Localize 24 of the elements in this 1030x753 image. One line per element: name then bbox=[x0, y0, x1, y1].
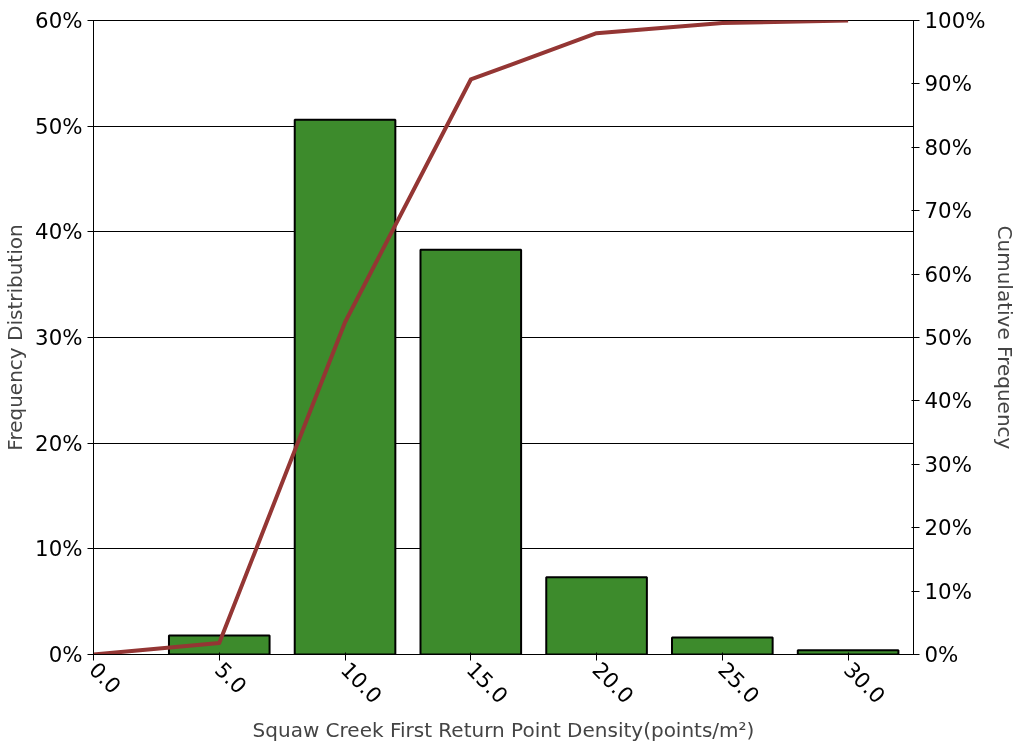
y2-tick-label: 60% bbox=[924, 261, 972, 287]
y-tick-label: 50% bbox=[35, 113, 83, 139]
x-tick-label: 5.0 bbox=[210, 657, 252, 699]
line-series bbox=[93, 20, 851, 655]
y2-tick-label: 10% bbox=[924, 578, 972, 604]
y-tick-label: 60% bbox=[35, 8, 83, 33]
y2-axis-title: Cumulative Frequency bbox=[993, 225, 1018, 450]
y-tick-label: 40% bbox=[35, 219, 83, 245]
y2-tick-label: 70% bbox=[924, 198, 972, 224]
y-tick-label: 20% bbox=[35, 430, 83, 456]
x-axis-title: Squaw Creek First Return Point Density(points/m²) bbox=[252, 718, 755, 743]
x-tick-label: 0.0 bbox=[84, 657, 126, 699]
y-tick-label: 30% bbox=[35, 325, 83, 350]
y2-tick-label: 80% bbox=[924, 134, 972, 160]
y2-tick-label: 0% bbox=[924, 642, 959, 667]
y2-tick-label: 100% bbox=[924, 8, 986, 33]
y2-tick-label: 30% bbox=[924, 451, 972, 477]
y2-tick-label: 40% bbox=[924, 388, 972, 414]
y-tick-label: 0% bbox=[48, 642, 83, 667]
y-axis-title: Frequency Distribution bbox=[3, 224, 28, 451]
y2-tick-label: 50% bbox=[924, 325, 972, 350]
y2-tick-label: 90% bbox=[924, 71, 972, 97]
y-tick-label: 10% bbox=[35, 536, 83, 562]
y2-tick-label: 20% bbox=[924, 515, 972, 541]
